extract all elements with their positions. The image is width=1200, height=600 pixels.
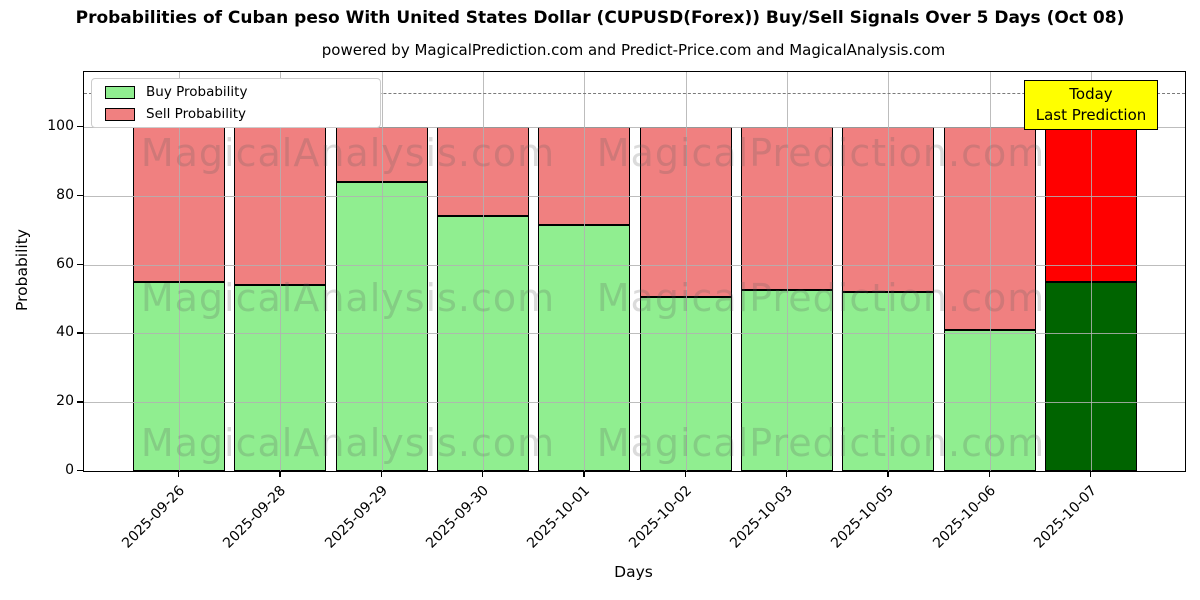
x-axis-label: Days [614,563,653,581]
watermark-text: MagicalAnalysis.com [140,131,556,175]
y-tick-label: 60 [56,255,74,272]
x-tick-mark [482,471,484,477]
y-tick-mark [77,470,83,472]
x-gridline [888,72,890,471]
y-tick-mark [77,332,83,334]
y-tick-label: 100 [47,118,74,135]
watermark-text: MagicalPrediction.com [596,421,1046,465]
x-tick-mark [178,471,180,477]
x-tick-mark [786,471,788,477]
x-tick-mark [1090,471,1092,477]
x-tick-mark [887,471,889,477]
y-gridline [84,195,1185,197]
legend-item-buy: Buy Probability [105,84,380,100]
plot-area: Buy Probability Sell Probability Today L… [83,71,1186,472]
x-tick-mark [988,471,991,477]
watermark-text: MagicalPrediction.com [596,131,1046,175]
x-gridline [483,72,484,471]
chart-title: Probabilities of Cuban peso With United … [75,8,1125,28]
y-tick-mark [77,126,83,128]
x-tick-mark [380,471,383,477]
x-gridline [179,72,180,471]
y-tick-label: 0 [65,462,74,478]
x-tick-mark [279,471,281,477]
y-tick-label: 80 [56,186,74,203]
sell-probability-swatch [105,107,135,121]
annotation-line-last-prediction: Last Prediction [1035,106,1147,124]
x-gridline [685,72,687,471]
watermark-text: MagicalAnalysis.com [140,421,556,465]
y-gridline [84,264,1185,266]
y-axis-label: Probability [13,229,31,311]
threshold-dashed-line [84,92,1185,94]
watermark-text: MagicalAnalysis.com [140,276,556,320]
x-gridline [1091,72,1092,471]
y-tick-label: 20 [56,393,74,410]
x-gridline [280,72,282,471]
y-tick-mark [77,194,83,197]
x-gridline [584,72,586,471]
today-annotation: Today Last Prediction [1024,80,1158,130]
legend-label-sell: Sell Probability [146,106,247,122]
y-gridline [84,333,1185,335]
x-tick-mark [583,471,585,477]
y-tick-mark [77,401,83,403]
y-tick-mark [77,263,83,265]
y-tick-label: 40 [56,324,74,341]
legend-label-buy: Buy Probability [146,84,248,100]
y-gridline [84,127,1185,129]
y-gridline [84,402,1185,404]
x-gridline [989,72,991,471]
x-tick-mark [684,471,687,477]
x-gridline [787,72,788,471]
x-tick-label: 2025-09-26 [119,482,189,552]
legend: Buy Probability Sell Probability [91,78,381,128]
annotation-line-today: Today [1069,85,1113,103]
legend-item-sell: Sell Probability [105,106,380,122]
buy-probability-swatch [105,85,135,99]
x-gridline [381,72,383,471]
watermark-text: MagicalPrediction.com [596,276,1046,320]
chart-subtitle: powered by MagicalPrediction.com and Pre… [321,41,946,59]
